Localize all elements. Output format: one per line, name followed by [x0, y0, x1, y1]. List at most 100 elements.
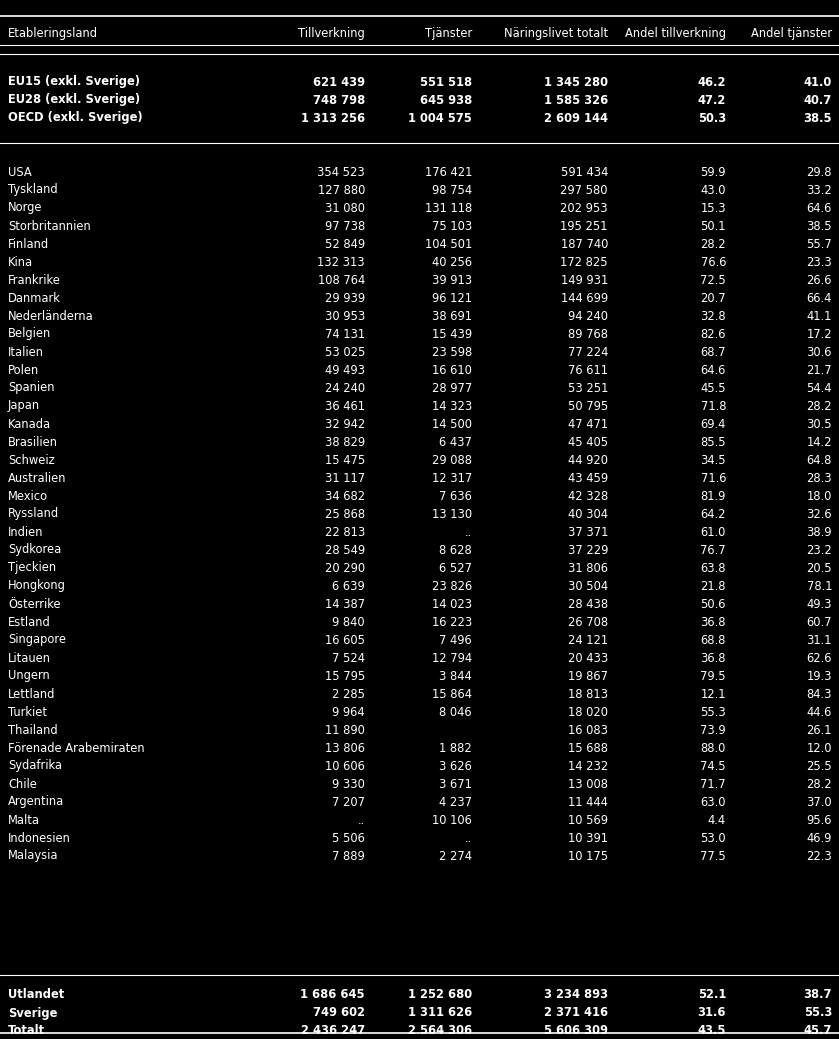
Text: 49.3: 49.3	[806, 597, 832, 611]
Text: 38.7: 38.7	[804, 988, 832, 1002]
Text: 1 345 280: 1 345 280	[544, 76, 608, 88]
Text: 1 004 575: 1 004 575	[409, 111, 472, 125]
Text: 18.0: 18.0	[806, 489, 832, 503]
Text: 64.6: 64.6	[701, 364, 726, 376]
Text: USA: USA	[8, 165, 32, 179]
Text: Ryssland: Ryssland	[8, 507, 59, 521]
Text: 23.3: 23.3	[806, 256, 832, 268]
Text: 41.1: 41.1	[806, 310, 832, 322]
Text: ..: ..	[357, 814, 365, 826]
Text: 176 421: 176 421	[425, 165, 472, 179]
Text: 132 313: 132 313	[317, 256, 365, 268]
Text: EU15 (exkl. Sverige): EU15 (exkl. Sverige)	[8, 76, 140, 88]
Text: 38.9: 38.9	[806, 526, 832, 538]
Text: Mexico: Mexico	[8, 489, 48, 503]
Text: 17.2: 17.2	[806, 327, 832, 341]
Text: 20 290: 20 290	[325, 561, 365, 575]
Text: 10 569: 10 569	[568, 814, 608, 826]
Text: 6 437: 6 437	[439, 435, 472, 449]
Text: 2 285: 2 285	[332, 688, 365, 700]
Text: 2 371 416: 2 371 416	[544, 1007, 608, 1019]
Text: 89 768: 89 768	[568, 327, 608, 341]
Text: 13 130: 13 130	[432, 507, 472, 521]
Text: 45.7: 45.7	[804, 1024, 832, 1038]
Text: 12 317: 12 317	[432, 472, 472, 484]
Text: 37.0: 37.0	[806, 796, 832, 808]
Text: 591 434: 591 434	[560, 165, 608, 179]
Text: 187 740: 187 740	[560, 238, 608, 250]
Text: 50 795: 50 795	[568, 400, 608, 412]
Text: Australien: Australien	[8, 472, 66, 484]
Text: ..: ..	[465, 526, 472, 538]
Text: 149 931: 149 931	[560, 273, 608, 287]
Text: 9 964: 9 964	[332, 705, 365, 719]
Text: Hongkong: Hongkong	[8, 580, 66, 592]
Text: 62.6: 62.6	[806, 651, 832, 665]
Text: 7 207: 7 207	[332, 796, 365, 808]
Text: Ungern: Ungern	[8, 669, 50, 683]
Text: 202 953: 202 953	[560, 202, 608, 214]
Text: 68.7: 68.7	[701, 346, 726, 358]
Text: Tillverkning: Tillverkning	[298, 27, 365, 39]
Text: 3 626: 3 626	[439, 760, 472, 773]
Text: 37 229: 37 229	[568, 543, 608, 557]
Text: 12.0: 12.0	[806, 742, 832, 754]
Text: 82.6: 82.6	[701, 327, 726, 341]
Text: 98 754: 98 754	[432, 184, 472, 196]
Text: Malta: Malta	[8, 814, 40, 826]
Text: 46.9: 46.9	[806, 831, 832, 845]
Text: 2 274: 2 274	[439, 850, 472, 862]
Text: 15 795: 15 795	[325, 669, 365, 683]
Text: 77 224: 77 224	[568, 346, 608, 358]
Text: 31 117: 31 117	[325, 472, 365, 484]
Text: Schweiz: Schweiz	[8, 453, 55, 467]
Text: 59.9: 59.9	[701, 165, 726, 179]
Text: Finland: Finland	[8, 238, 50, 250]
Text: 69.4: 69.4	[701, 418, 726, 430]
Text: 5 506: 5 506	[332, 831, 365, 845]
Text: 3 844: 3 844	[440, 669, 472, 683]
Text: 15 475: 15 475	[325, 453, 365, 467]
Text: 7 524: 7 524	[332, 651, 365, 665]
Text: 127 880: 127 880	[318, 184, 365, 196]
Text: Näringslivet totalt: Näringslivet totalt	[504, 27, 608, 39]
Text: 28.3: 28.3	[806, 472, 832, 484]
Text: 28.2: 28.2	[701, 238, 726, 250]
Text: Sydafrika: Sydafrika	[8, 760, 62, 773]
Text: OECD (exkl. Sverige): OECD (exkl. Sverige)	[8, 111, 143, 125]
Text: Nederländerna: Nederländerna	[8, 310, 94, 322]
Text: 19 867: 19 867	[568, 669, 608, 683]
Text: 14 023: 14 023	[432, 597, 472, 611]
Text: 23.2: 23.2	[806, 543, 832, 557]
Text: 14 323: 14 323	[432, 400, 472, 412]
Text: Kanada: Kanada	[8, 418, 51, 430]
Text: 172 825: 172 825	[560, 256, 608, 268]
Text: Danmark: Danmark	[8, 292, 61, 304]
Text: Italien: Italien	[8, 346, 44, 358]
Text: 25 868: 25 868	[325, 507, 365, 521]
Text: 53 251: 53 251	[568, 381, 608, 395]
Text: 54.4: 54.4	[806, 381, 832, 395]
Text: 63.0: 63.0	[701, 796, 726, 808]
Text: 621 439: 621 439	[313, 76, 365, 88]
Text: 32 942: 32 942	[325, 418, 365, 430]
Text: 75 103: 75 103	[432, 219, 472, 233]
Text: 16 083: 16 083	[568, 723, 608, 737]
Text: 14 387: 14 387	[325, 597, 365, 611]
Text: Storbritannien: Storbritannien	[8, 219, 91, 233]
Text: 39 913: 39 913	[432, 273, 472, 287]
Text: 41.0: 41.0	[804, 76, 832, 88]
Text: 30 504: 30 504	[568, 580, 608, 592]
Text: 16 223: 16 223	[432, 615, 472, 629]
Text: 44.6: 44.6	[806, 705, 832, 719]
Text: 297 580: 297 580	[560, 184, 608, 196]
Text: 748 798: 748 798	[313, 94, 365, 107]
Text: 66.4: 66.4	[806, 292, 832, 304]
Text: EU28 (exkl. Sverige): EU28 (exkl. Sverige)	[8, 94, 140, 107]
Text: 55.7: 55.7	[806, 238, 832, 250]
Text: 72.5: 72.5	[701, 273, 726, 287]
Text: 104 501: 104 501	[425, 238, 472, 250]
Text: 52 849: 52 849	[325, 238, 365, 250]
Text: 14 232: 14 232	[568, 760, 608, 773]
Text: 144 699: 144 699	[561, 292, 608, 304]
